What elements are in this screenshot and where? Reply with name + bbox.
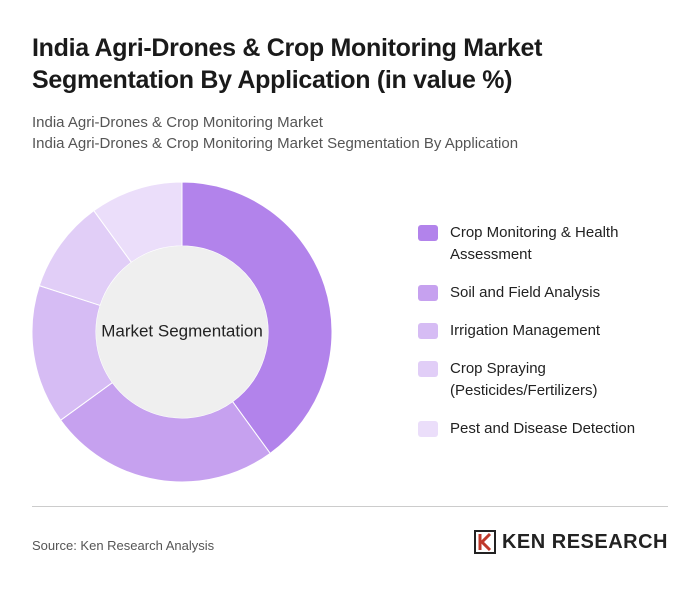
- center-label: Market Segmentation: [101, 321, 263, 340]
- legend-swatch: [418, 361, 438, 377]
- logo-text: KEN RESEARCH: [501, 530, 668, 553]
- chart-title: India Agri-Drones & Crop Monitoring Mark…: [32, 34, 543, 94]
- legend-swatch: [418, 285, 438, 301]
- legend-item: Soil and Field Analysis: [418, 282, 658, 304]
- legend-label: Crop Spraying (Pesticides/Fertilizers): [450, 360, 598, 399]
- legend-swatch: [418, 225, 438, 241]
- legend-label: Pest and Disease Detection: [450, 420, 636, 437]
- legend-swatch: [418, 323, 438, 339]
- legend-label: Soil and Field Analysis: [450, 284, 601, 301]
- legend-item: Irrigation Management: [418, 320, 658, 342]
- divider: [32, 506, 668, 507]
- legend-label: Irrigation Management: [450, 322, 601, 339]
- donut-chart: Market Segmentation: [31, 181, 333, 483]
- legend-swatch: [418, 421, 438, 437]
- legend-item: Crop Monitoring & Health Assessment: [418, 222, 658, 266]
- source: Source: Ken Research Analysis: [32, 538, 215, 553]
- donut-hole: [96, 246, 268, 418]
- subtitle: India Agri-Drones & Crop Monitoring Mark…: [32, 114, 323, 131]
- legend-item: Crop Spraying (Pesticides/Fertilizers): [418, 358, 658, 402]
- logo-icon: [473, 530, 496, 554]
- legend-label: Crop Monitoring & Health Assessment: [450, 224, 619, 263]
- logo: KEN RESEARCH: [473, 530, 668, 554]
- legend: Crop Monitoring & Health Assessment Soil …: [418, 222, 658, 440]
- subtitle: India Agri-Drones & Crop Monitoring Mark…: [32, 135, 519, 152]
- legend-item: Pest and Disease Detection: [418, 418, 658, 440]
